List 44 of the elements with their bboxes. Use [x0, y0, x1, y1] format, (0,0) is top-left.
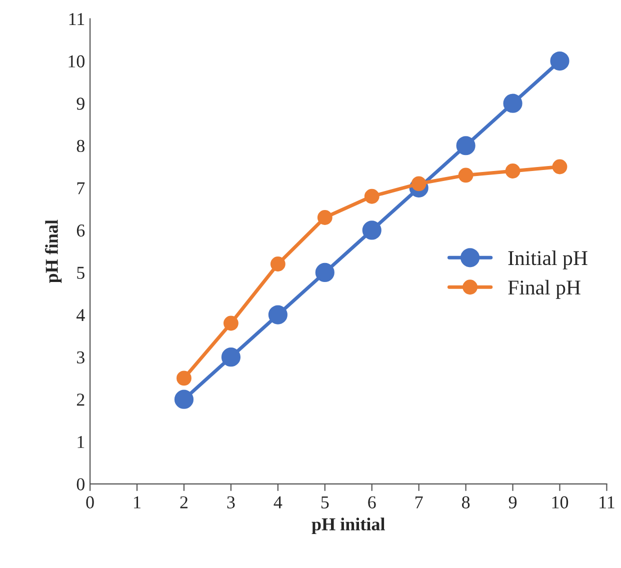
point [364, 188, 380, 204]
point [315, 262, 334, 282]
x-axis-title: pH initial [312, 518, 385, 534]
x-tick-label: 1 [134, 496, 140, 508]
x-tick-label: 4 [274, 496, 282, 508]
x-tick-label: 2 [180, 496, 188, 508]
point [552, 159, 568, 174]
legend-label: Initial pH [508, 250, 588, 270]
point [317, 210, 332, 225]
y-tick-label: 5 [77, 266, 84, 279]
point [550, 51, 570, 71]
y-tick-label: 8 [76, 140, 84, 152]
y-tick-label: 10 [68, 55, 84, 68]
point [221, 348, 241, 367]
point [268, 305, 288, 324]
y-tick-label: 4 [76, 309, 85, 322]
x-tick-label: 7 [416, 496, 423, 508]
y-tick-label: 2 [76, 394, 84, 406]
y-tick-label: 1 [78, 436, 84, 448]
x-tick-label: 9 [508, 496, 517, 508]
y-tick-label: 9 [76, 98, 84, 110]
x-tick-label: 6 [368, 496, 376, 508]
y-axis-title: pH final [45, 220, 62, 283]
y-tick-label: 7 [77, 182, 85, 194]
point [223, 316, 238, 331]
point [458, 168, 474, 183]
x-tick-label: 11 [600, 496, 614, 508]
x-tick-label: 8 [462, 496, 470, 508]
x-tick-label: 5 [321, 496, 329, 508]
x-tick-label: 0 [86, 496, 94, 508]
x-tick-label: 10 [552, 496, 568, 508]
point [456, 136, 476, 156]
point [176, 370, 192, 386]
y-tick-label: 6 [76, 224, 85, 237]
point [270, 256, 286, 272]
y-tick-label: 3 [77, 351, 84, 364]
point [174, 390, 194, 409]
legend-label: Final pH [508, 280, 580, 299]
y-tick-label: 11 [69, 13, 84, 26]
point [362, 220, 382, 240]
x-tick-label: 3 [227, 496, 235, 508]
point [505, 164, 520, 178]
point [503, 94, 522, 113]
y-tick-label: 0 [76, 478, 84, 490]
